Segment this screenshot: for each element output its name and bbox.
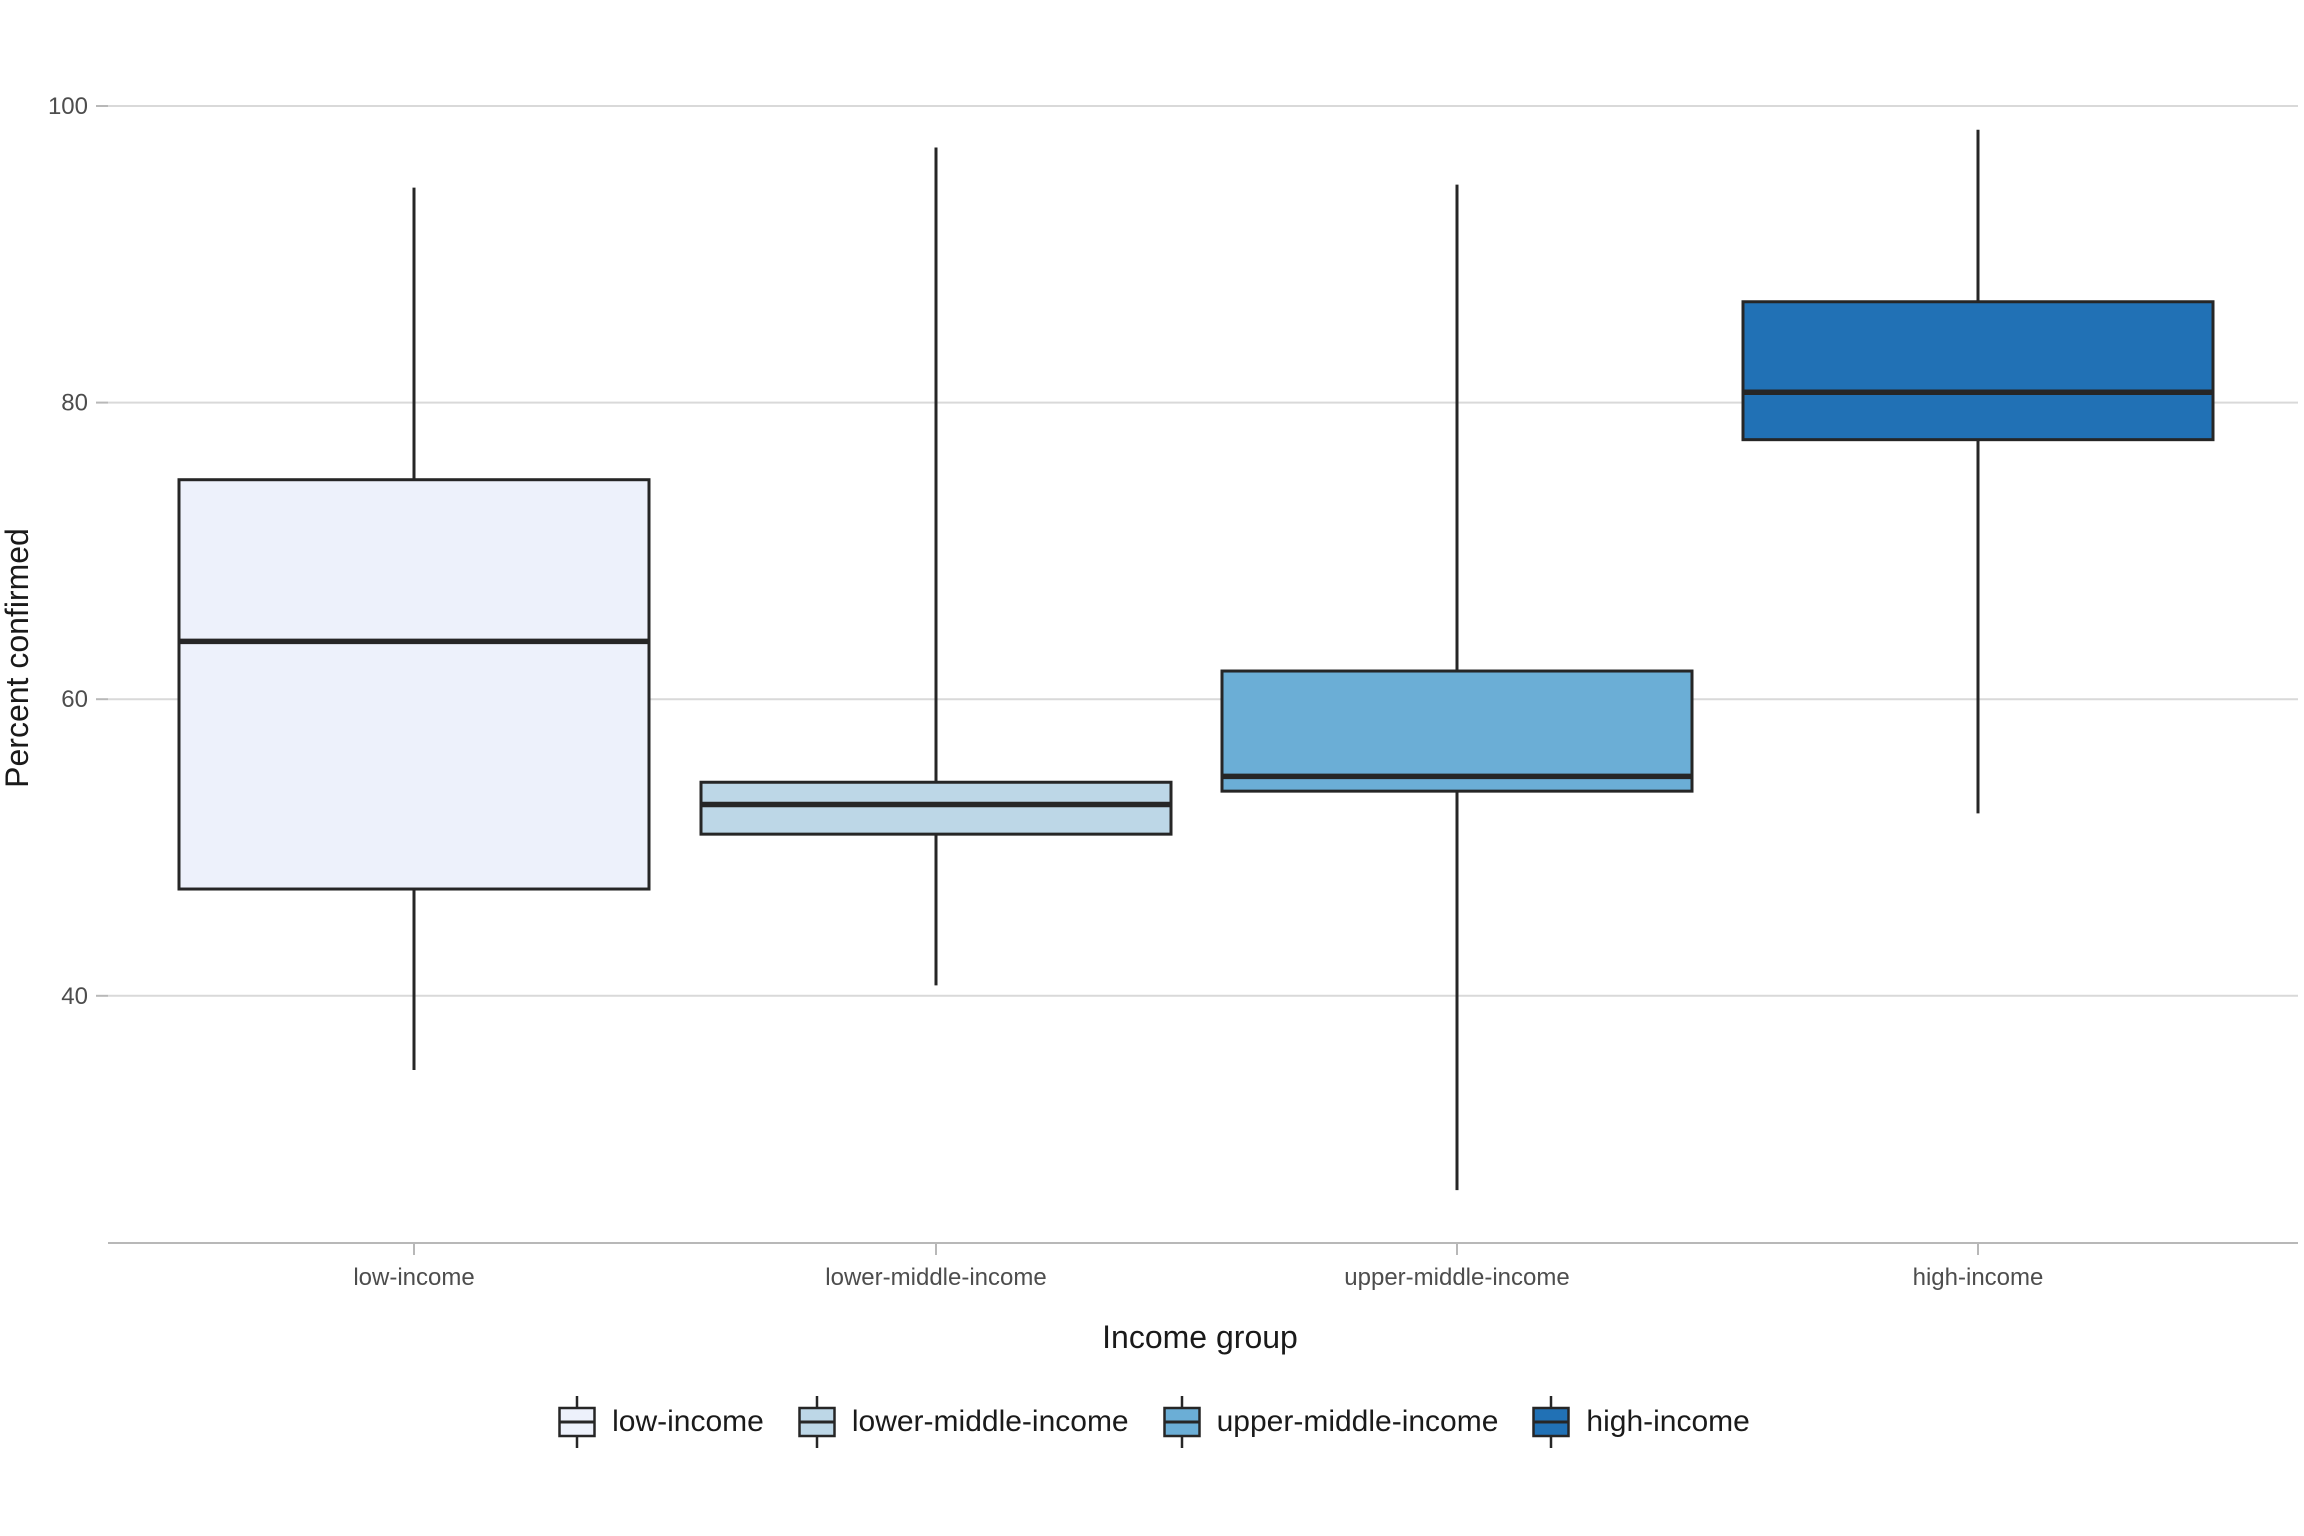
- boxplot-key-icon: [1532, 1396, 1571, 1448]
- legend-item-low-income: low-income: [554, 1394, 764, 1450]
- legend-item-lower-middle-income: lower-middle-income: [794, 1394, 1129, 1450]
- boxplot-key-icon: [1162, 1396, 1201, 1448]
- x-tick-label-upper-middle-income: upper-middle-income: [1344, 1264, 1569, 1291]
- box-low-income: [177, 478, 651, 891]
- legend-label: low-income: [612, 1405, 764, 1438]
- x-axis-title: Income group: [1102, 1319, 1298, 1355]
- y-tick-label-100: 100: [48, 93, 88, 120]
- legend-label: upper-middle-income: [1216, 1405, 1499, 1438]
- y-tick-label-80: 80: [61, 390, 88, 417]
- legend-label: lower-middle-income: [851, 1405, 1129, 1438]
- x-tick-label-high-income: high-income: [1913, 1264, 2044, 1291]
- legend: low-income lower-middle-income upper-middl…: [0, 1386, 2304, 1458]
- y-axis-title: Percent confirmed: [0, 528, 35, 788]
- box-high-income: [1741, 300, 2215, 442]
- x-tick-label-low-income: low-income: [353, 1264, 474, 1291]
- boxplot-chart: 100 80 60 40 low-income lower-middle-income up…: [0, 93, 2298, 1355]
- box-upper-middle-income: [1220, 669, 1694, 793]
- box-lower-middle-income: [699, 780, 1173, 836]
- boxplot-key-icon: [798, 1396, 836, 1448]
- legend-item-upper-middle-income: upper-middle-income: [1159, 1394, 1499, 1450]
- boxplot-key-icon: [558, 1396, 596, 1448]
- legend-label: high-income: [1586, 1405, 1750, 1438]
- legend-item-high-income: high-income: [1528, 1394, 1750, 1450]
- y-tick-label-40: 40: [61, 983, 88, 1010]
- y-tick-label-60: 60: [61, 686, 88, 713]
- x-tick-label-lower-middle-income: lower-middle-income: [825, 1264, 1046, 1291]
